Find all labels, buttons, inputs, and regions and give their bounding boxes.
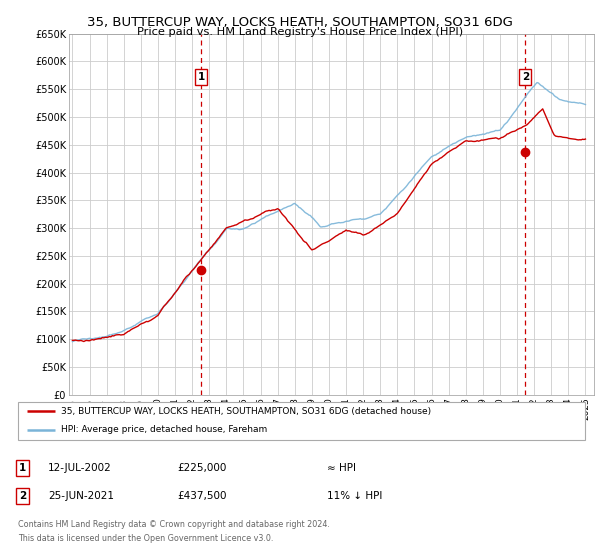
Text: 2: 2 — [19, 491, 26, 501]
Text: This data is licensed under the Open Government Licence v3.0.: This data is licensed under the Open Gov… — [18, 534, 274, 543]
Text: 11% ↓ HPI: 11% ↓ HPI — [327, 491, 382, 501]
Text: 35, BUTTERCUP WAY, LOCKS HEATH, SOUTHAMPTON, SO31 6DG: 35, BUTTERCUP WAY, LOCKS HEATH, SOUTHAMP… — [87, 16, 513, 29]
Text: 1: 1 — [197, 72, 205, 82]
Text: 35, BUTTERCUP WAY, LOCKS HEATH, SOUTHAMPTON, SO31 6DG (detached house): 35, BUTTERCUP WAY, LOCKS HEATH, SOUTHAMP… — [61, 407, 431, 416]
Text: £225,000: £225,000 — [177, 463, 226, 473]
Text: 12-JUL-2002: 12-JUL-2002 — [48, 463, 112, 473]
Text: Price paid vs. HM Land Registry's House Price Index (HPI): Price paid vs. HM Land Registry's House … — [137, 27, 463, 37]
Text: HPI: Average price, detached house, Fareham: HPI: Average price, detached house, Fare… — [61, 425, 267, 434]
Text: Contains HM Land Registry data © Crown copyright and database right 2024.: Contains HM Land Registry data © Crown c… — [18, 520, 330, 529]
Text: 1: 1 — [19, 463, 26, 473]
Text: 25-JUN-2021: 25-JUN-2021 — [48, 491, 114, 501]
FancyBboxPatch shape — [18, 402, 585, 440]
Text: ≈ HPI: ≈ HPI — [327, 463, 356, 473]
Text: 2: 2 — [521, 72, 529, 82]
Text: £437,500: £437,500 — [177, 491, 227, 501]
